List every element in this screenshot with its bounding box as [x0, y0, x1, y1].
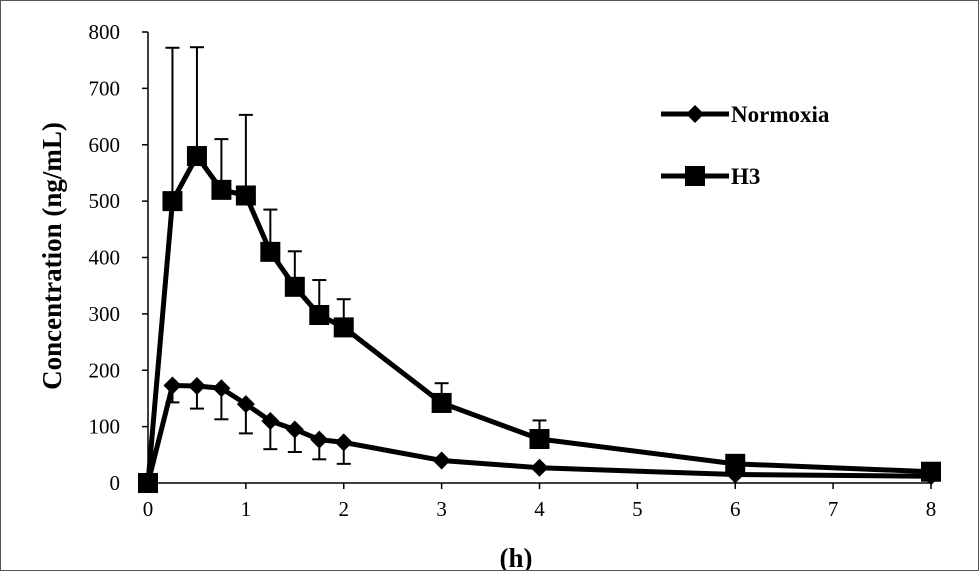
data-point — [432, 451, 451, 470]
x-tick-label: 2 — [339, 497, 350, 521]
series-layer — [138, 46, 941, 493]
legend-label: Normoxia — [731, 102, 830, 127]
data-point — [162, 191, 183, 212]
x-axis-title: (h) — [500, 543, 533, 570]
data-point — [235, 185, 256, 206]
legend-item-normoxia: Normoxia — [661, 102, 830, 127]
data-point — [260, 241, 281, 262]
y-tick-label: 600 — [89, 133, 121, 157]
data-point — [530, 458, 549, 477]
legend: Normoxia H3 — [661, 102, 830, 189]
data-point — [163, 376, 182, 395]
data-point — [431, 392, 452, 413]
data-point — [529, 429, 550, 450]
series-h3 — [138, 46, 941, 493]
data-point — [261, 411, 280, 430]
y-tick-label: 800 — [89, 20, 121, 44]
data-point — [334, 433, 353, 452]
y-tick-label: 200 — [89, 358, 121, 382]
y-axis-title: Concentration (ng/mL) — [37, 122, 67, 390]
x-tick-label: 1 — [241, 497, 252, 521]
x-tick-label: 3 — [436, 497, 447, 521]
data-point — [187, 377, 206, 396]
legend-marker — [685, 166, 705, 186]
data-point — [921, 461, 941, 482]
y-tick-label: 400 — [89, 246, 121, 270]
data-point — [310, 430, 329, 449]
y-tick-label: 500 — [89, 189, 121, 213]
y-tick-label: 700 — [89, 76, 121, 100]
legend-item-h3: H3 — [661, 164, 760, 189]
data-point — [138, 473, 158, 493]
data-point — [725, 453, 746, 474]
data-point — [284, 276, 305, 297]
x-tick-label: 6 — [730, 497, 741, 521]
data-point — [186, 146, 207, 167]
x-tick-label: 7 — [828, 497, 839, 521]
y-tick-label: 100 — [89, 415, 121, 439]
legend-marker — [686, 105, 704, 123]
y-tick-label: 0 — [110, 471, 121, 495]
x-axis-ticks: 0 1 2 3 4 5 6 7 8 — [143, 483, 937, 521]
x-tick-label: 8 — [926, 497, 937, 521]
x-tick-label: 4 — [534, 497, 545, 521]
data-point — [285, 420, 304, 439]
data-point — [236, 395, 255, 414]
y-tick-label: 300 — [89, 302, 121, 326]
y-axis-ticks: 0 100 200 300 400 500 600 700 800 — [89, 20, 148, 495]
data-point — [333, 317, 354, 338]
legend-label: H3 — [731, 164, 760, 189]
x-tick-label: 5 — [632, 497, 643, 521]
data-point — [211, 179, 232, 200]
x-tick-label: 0 — [143, 497, 154, 521]
data-point — [309, 305, 330, 326]
data-point — [212, 379, 231, 398]
